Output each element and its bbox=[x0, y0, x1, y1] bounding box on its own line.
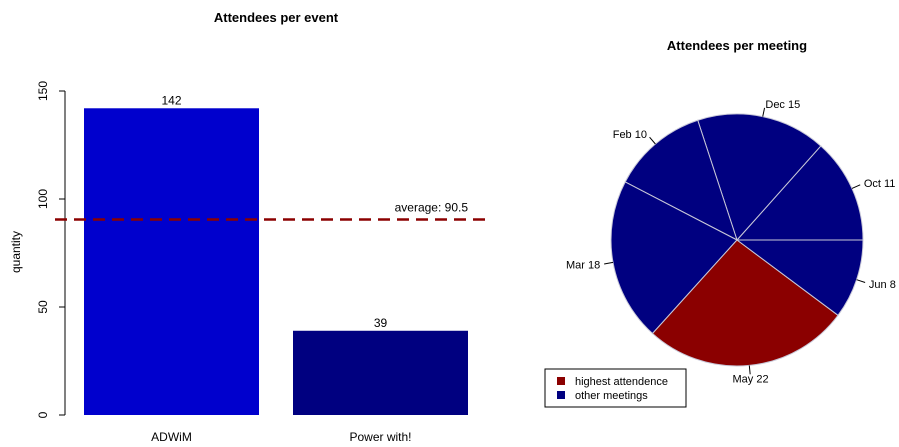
pie-slice bbox=[735, 145, 864, 241]
pie-slice-label: Oct 11 bbox=[864, 178, 896, 190]
bar-chart: Attendees per event quantity 0 50 100 150 1… bbox=[9, 10, 485, 444]
legend-swatch bbox=[557, 377, 565, 385]
y-axis: 0 50 100 150 bbox=[36, 81, 66, 418]
y-tick-label: 100 bbox=[36, 189, 50, 209]
pie-slice-label: May 22 bbox=[733, 373, 769, 385]
pie-label-tick bbox=[851, 184, 861, 189]
pie-slice-label: Dec 15 bbox=[765, 99, 800, 111]
y-axis-label: quantity bbox=[9, 231, 23, 273]
pie-label-tick bbox=[856, 279, 866, 283]
pie-label-tick bbox=[604, 261, 614, 265]
y-tick-label: 50 bbox=[36, 300, 50, 314]
bar-value-label: 142 bbox=[161, 93, 181, 107]
average-line-group: average: 90.5 bbox=[55, 201, 485, 221]
pie-chart-title: Attendees per meeting bbox=[667, 38, 807, 53]
pie-slice bbox=[651, 239, 839, 367]
legend-label: highest attendence bbox=[575, 376, 668, 388]
pie-slice bbox=[624, 119, 738, 242]
y-tick-label: 150 bbox=[36, 81, 50, 101]
pie-slices bbox=[610, 113, 864, 367]
legend-box bbox=[544, 368, 687, 408]
pie-labels: Oct 11 Dec 15 Feb 10 Mar 18 May 22 Jun 8 bbox=[566, 99, 896, 385]
pie-slice-label: Feb 10 bbox=[613, 129, 647, 141]
bar-chart-title: Attendees per event bbox=[214, 10, 339, 25]
category-label: Power with! bbox=[349, 430, 411, 444]
pie-slice-label: Mar 18 bbox=[566, 260, 600, 272]
category-label: ADWiM bbox=[151, 430, 192, 444]
legend-label: other meetings bbox=[575, 390, 648, 402]
pie-slice bbox=[697, 113, 822, 241]
bar-value-label: 39 bbox=[374, 316, 388, 330]
pie-chart: Attendees per meeting Oct 11 Dec 15 Feb 10… bbox=[544, 38, 896, 408]
legend-swatch bbox=[557, 391, 565, 399]
average-label: average: 90.5 bbox=[395, 201, 469, 215]
pie-label-tick bbox=[748, 365, 751, 375]
bar bbox=[84, 108, 259, 415]
y-tick-label: 0 bbox=[36, 411, 50, 418]
pie-label-tick bbox=[649, 136, 656, 145]
bar bbox=[293, 330, 468, 415]
pie-slice-label: Jun 8 bbox=[869, 279, 896, 291]
pie-slice bbox=[735, 239, 864, 316]
bars: 142 ADWiM 39 Power with! bbox=[84, 93, 468, 444]
pie-legend: highest attendence other meetings bbox=[544, 368, 687, 408]
pie-label-tick bbox=[762, 107, 766, 117]
